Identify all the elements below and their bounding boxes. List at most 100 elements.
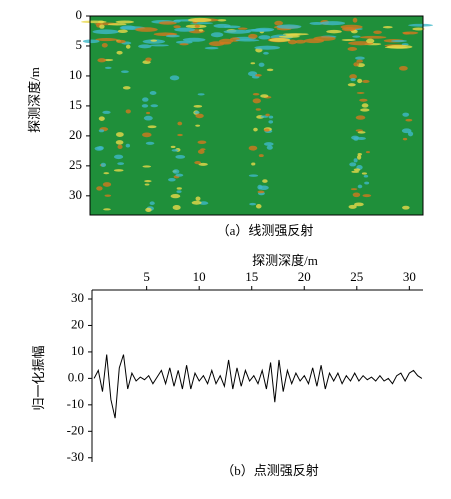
reflection xyxy=(407,131,414,137)
y-tick-label: 10 xyxy=(71,343,84,358)
reflection xyxy=(353,168,361,172)
reflection xyxy=(274,20,284,26)
reflection xyxy=(170,193,181,199)
reflection xyxy=(150,39,158,42)
y-axis-label: 探测深度/m xyxy=(27,67,42,133)
reflection xyxy=(255,108,261,111)
reflection xyxy=(252,92,260,96)
reflection xyxy=(197,149,205,154)
reflection xyxy=(176,187,182,190)
plot-frame xyxy=(89,15,424,216)
reflection xyxy=(263,128,270,132)
reflection xyxy=(198,29,204,32)
reflection xyxy=(412,27,425,31)
reflection xyxy=(366,38,375,44)
reflection xyxy=(103,208,111,211)
reflection xyxy=(361,103,369,108)
reflection xyxy=(175,154,186,159)
reflection xyxy=(165,34,180,38)
y-tick-label: -20 xyxy=(67,422,84,437)
reflection xyxy=(117,29,128,34)
reflection xyxy=(357,78,363,84)
reflection xyxy=(348,204,357,209)
reflection xyxy=(255,74,262,77)
reflection xyxy=(365,151,370,154)
reflection xyxy=(364,181,370,185)
reflection xyxy=(326,29,342,34)
reflection xyxy=(251,162,256,166)
reflection xyxy=(349,162,357,167)
reflection xyxy=(266,68,274,72)
reflection xyxy=(402,137,408,141)
reflection xyxy=(177,133,183,137)
reflection xyxy=(195,196,201,201)
reflection xyxy=(142,132,152,138)
reflection xyxy=(319,21,346,26)
reflection xyxy=(135,27,158,32)
reflection xyxy=(182,37,206,42)
reflection xyxy=(313,36,336,41)
y-tick-label: 5 xyxy=(76,37,83,52)
reflection xyxy=(350,78,356,82)
reflection xyxy=(115,20,134,24)
reflection xyxy=(104,194,112,197)
reflection xyxy=(116,132,124,138)
reflection xyxy=(125,143,131,148)
reflection xyxy=(247,71,258,77)
reflection xyxy=(174,27,195,32)
reflection xyxy=(352,35,361,38)
reflection xyxy=(102,110,111,114)
reflection xyxy=(142,97,149,102)
reflection xyxy=(363,174,369,178)
x-tick-label: 5 xyxy=(143,269,150,284)
x-tick-label: 30 xyxy=(403,269,416,284)
reflection xyxy=(193,105,203,108)
reflection xyxy=(347,83,356,87)
reflection xyxy=(402,31,411,35)
reflection xyxy=(173,25,181,29)
reflection xyxy=(252,98,261,104)
reflection xyxy=(361,172,367,175)
reflection xyxy=(350,188,358,191)
reflection xyxy=(357,131,366,134)
reflection xyxy=(235,39,260,42)
reflection xyxy=(138,44,152,49)
reflection xyxy=(146,111,151,115)
reflection xyxy=(258,35,271,40)
reflection xyxy=(145,57,152,62)
reflection xyxy=(98,116,105,121)
caption-b: （b）点测强反射 xyxy=(221,463,319,478)
reflection xyxy=(191,200,202,205)
reflection xyxy=(341,38,356,41)
reflection xyxy=(175,173,184,177)
reflection xyxy=(354,202,364,207)
reflection xyxy=(149,44,169,47)
reflection xyxy=(248,145,258,151)
reflection xyxy=(116,50,123,55)
radar-image xyxy=(81,16,434,215)
reflection xyxy=(353,136,359,141)
y-tick-label: 20 xyxy=(71,316,84,331)
reflection xyxy=(142,165,152,168)
reflection xyxy=(97,146,104,150)
reflection xyxy=(170,145,176,149)
reflection xyxy=(349,74,357,80)
reflection xyxy=(384,46,408,49)
reflection xyxy=(402,112,410,117)
reflection xyxy=(258,62,265,67)
reflection xyxy=(121,70,129,74)
reflection xyxy=(276,24,302,29)
reflection xyxy=(150,104,159,108)
reflection xyxy=(399,65,408,71)
reflection xyxy=(341,26,356,32)
reflection xyxy=(294,39,306,44)
reflection xyxy=(362,79,370,84)
y-tick-label: 25 xyxy=(69,157,82,172)
reflection xyxy=(116,39,126,44)
x-tick-label: 25 xyxy=(350,269,363,284)
reflection xyxy=(255,204,262,209)
y-tick-label: 0.0 xyxy=(68,369,84,384)
reflection xyxy=(359,98,368,102)
y-tick-label: 20 xyxy=(69,127,82,142)
reflection xyxy=(97,58,107,63)
